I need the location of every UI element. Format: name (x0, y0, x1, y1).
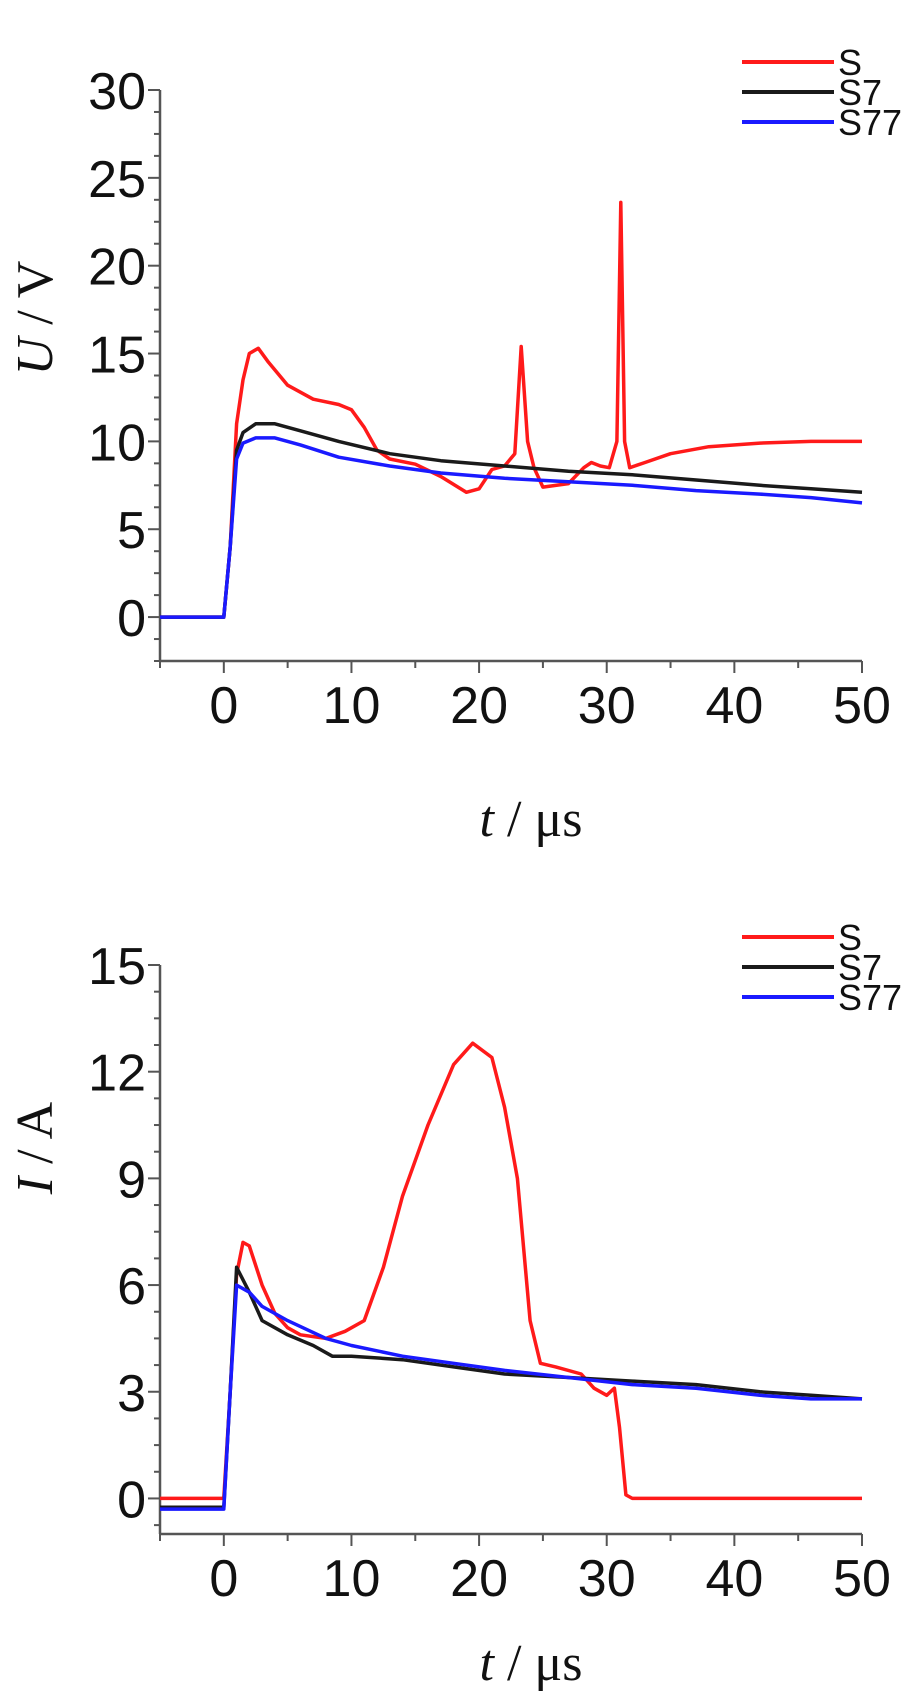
y-tick-label: 12 (88, 1045, 146, 1103)
series-line-s7 (160, 1265, 863, 1510)
y-tick-label: 9 (117, 1151, 146, 1209)
x-tick-label: 0 (209, 1550, 238, 1608)
x-tick-label: 40 (705, 1550, 763, 1608)
series-line-s (160, 1041, 862, 1501)
y-tick-label: 30 (88, 63, 146, 121)
legend-label-s: S (838, 42, 862, 83)
y-axis-title: U / V (7, 261, 64, 376)
x-tick-label: 0 (209, 677, 238, 735)
x-tick-label: 50 (833, 677, 891, 735)
series-line-s77 (160, 1283, 862, 1511)
y-axis-title: I / A (7, 1101, 64, 1195)
legend-label-s77: S77 (838, 977, 902, 1018)
x-axis-title-unit: / μs (494, 791, 583, 848)
y-tick-label: 20 (88, 239, 146, 297)
x-tick-label: 20 (450, 677, 508, 735)
y-tick-label: 25 (88, 151, 146, 209)
y-axis-title-symbol: U (7, 334, 64, 375)
series-line-s77 (160, 436, 863, 619)
y-tick-label: 10 (88, 414, 146, 472)
x-tick-label: 10 (323, 677, 381, 735)
x-axis-title-symbol: t (479, 1635, 495, 1692)
y-tick-label: 6 (117, 1258, 146, 1316)
legend-label-s7: S7 (838, 947, 882, 988)
x-axis-title-unit: / μs (494, 1635, 583, 1692)
x-tick-label: 30 (578, 1550, 636, 1608)
legend-label-s: S (838, 917, 862, 958)
y-tick-label: 15 (88, 327, 146, 385)
series-line-s7 (160, 422, 863, 619)
y-tick-label: 3 (117, 1365, 146, 1423)
series-line-s (160, 200, 862, 619)
x-tick-label: 50 (833, 1550, 891, 1608)
y-tick-label: 15 (88, 938, 146, 996)
x-tick-label: 10 (323, 1550, 381, 1608)
x-axis-title: t / μs (479, 1635, 582, 1692)
y-axis-title-unit: / V (7, 261, 64, 338)
y-tick-label: 0 (117, 590, 146, 648)
legend-label-s7: S7 (838, 72, 882, 113)
legend-label-s77: S77 (838, 102, 902, 143)
x-tick-label: 20 (450, 1550, 508, 1608)
y-tick-label: 5 (117, 502, 146, 560)
x-axis-title: t / μs (479, 791, 582, 848)
y-axis-title-unit: / A (7, 1101, 64, 1177)
y-axis-title-symbol: I (7, 1174, 64, 1195)
x-axis-title-symbol: t (479, 791, 495, 848)
y-tick-label: 0 (117, 1471, 146, 1529)
x-tick-label: 30 (578, 677, 636, 735)
x-tick-label: 40 (705, 677, 763, 735)
